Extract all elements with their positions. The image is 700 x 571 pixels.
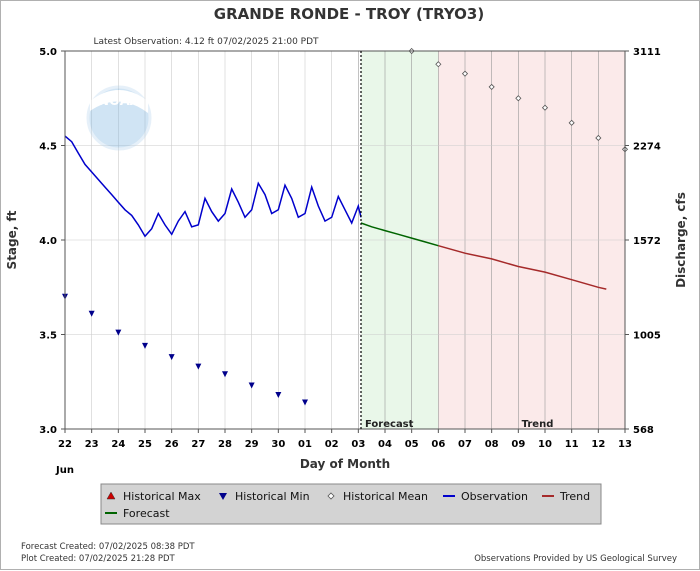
legend-item-observation: Observation (443, 490, 528, 503)
y-right-tick-label: 568 (633, 425, 654, 436)
legend-marker-triangle-up (106, 491, 116, 500)
x-tick-label: 29 (245, 439, 259, 450)
x-tick-label: 11 (565, 439, 579, 450)
x-tick-label: 05 (405, 439, 419, 450)
legend: Historical Max Historical Min Historical M… (105, 490, 590, 520)
historical-mean-point (435, 61, 442, 68)
legend-label: Historical Mean (343, 490, 428, 503)
historical-min-point (195, 363, 202, 370)
chart-title: GRANDE RONDE - TROY (TRYO3) (214, 5, 484, 23)
x-tick-label: 27 (191, 439, 205, 450)
historical-mean-point (541, 104, 549, 111)
historical-min-point (88, 310, 95, 317)
y-right-tick-label: 3111 (633, 47, 661, 58)
forecast-line (360, 222, 439, 247)
y-right-axis-title: Discharge, cfs (674, 192, 688, 288)
noaa-logo-text: NOAA (98, 94, 140, 109)
latest-observation: Latest Observation: 4.12 ft 07/02/2025 2… (93, 37, 319, 47)
historical-mean-point (515, 95, 522, 102)
y-left-axis-title: Stage, ft (5, 210, 19, 269)
x-tick-label: 12 (591, 439, 605, 450)
historical-min-point (248, 382, 255, 389)
region-label-forecast: Forecast (365, 419, 414, 430)
legend-item-historical-mean: Historical Mean (327, 490, 428, 503)
region-label-trend: Trend (522, 419, 554, 430)
x-tick-label: 06 (431, 439, 445, 450)
noaa-logo-watermark: NOAA (86, 85, 152, 151)
x-tick-label: 22 (58, 439, 72, 450)
x-tick-label: 09 (511, 439, 525, 450)
month-label: Jun (55, 465, 74, 476)
y-left-tick-label: 3.5 (39, 331, 57, 342)
x-tick-label: 07 (458, 439, 472, 450)
legend-item-historical-min: Historical Min (219, 490, 310, 503)
historical-mean-point (488, 83, 495, 90)
x-tick-label: 28 (218, 439, 232, 450)
historical-min-point (222, 371, 228, 378)
historical-min-point (275, 391, 282, 398)
legend-label: Forecast (123, 507, 170, 520)
x-tick-label: 04 (378, 439, 392, 450)
legend-label: Historical Min (235, 490, 310, 503)
x-tick-label: 02 (325, 439, 339, 450)
x-tick-label: 10 (538, 439, 552, 450)
y-right-tick-label: 1572 (633, 236, 661, 247)
y-left-tick-label: 4.0 (39, 236, 57, 247)
legend-item-forecast: Forecast (105, 507, 170, 520)
x-tick-label: 23 (85, 439, 99, 450)
trend-line (438, 244, 607, 290)
y-left-tick-labels: 3.0 3.5 4.0 4.5 5.0 (39, 47, 65, 436)
x-tick-label: 24 (111, 439, 125, 450)
x-tick-label: 13 (618, 439, 632, 450)
y-left-tick-label: 4.5 (39, 142, 57, 153)
historical-min-point (142, 342, 148, 349)
legend-box (100, 483, 602, 525)
y-right-tick-label: 1005 (633, 331, 661, 342)
observation-line (64, 135, 362, 238)
region-labels: Forecast Trend (365, 419, 553, 430)
historical-mean-point (595, 134, 602, 142)
x-tick-label: 08 (485, 439, 499, 450)
x-axis-title: Day of Month (300, 457, 390, 471)
y-left-tick-label: 3.0 (39, 425, 57, 436)
y-right-tick-label: 2274 (633, 142, 661, 153)
historical-min-point (302, 399, 308, 406)
y-right-tick-labels: 568 1005 1572 2274 3111 (625, 47, 661, 436)
historical-min-point (168, 354, 175, 361)
series-layer (62, 47, 629, 406)
legend-label: Historical Max (123, 490, 201, 503)
legend-marker-triangle-down (219, 493, 227, 500)
x-tick-label: 26 (165, 439, 179, 450)
y-left-tick-label: 5.0 (39, 47, 57, 58)
historical-min-point (115, 329, 122, 336)
legend-label: Observation (461, 490, 528, 503)
x-tick-label: 03 (351, 439, 365, 450)
legend-item-historical-max: Historical Max (106, 490, 201, 503)
legend-label: Trend (559, 490, 590, 503)
x-tick-label: 25 (138, 439, 152, 450)
x-tick-label: 30 (271, 439, 285, 450)
x-tick-labels: 22 23 24 25 26 27 28 29 30 01 02 03 04 05 06 07 08 09 10 11… (58, 429, 632, 450)
data-provider: Observations Provided by US Geological S… (474, 554, 677, 564)
legend-item-trend: Trend (542, 490, 590, 503)
x-tick-label: 01 (298, 439, 312, 450)
legend-marker-diamond (327, 492, 335, 500)
forecast-created: Forecast Created: 07/02/2025 08:38 PDT (21, 542, 195, 552)
historical-mean-point (461, 70, 469, 77)
plot-created: Plot Created: 07/02/2025 21:28 PDT (21, 554, 175, 564)
historical-mean-point (568, 119, 575, 126)
